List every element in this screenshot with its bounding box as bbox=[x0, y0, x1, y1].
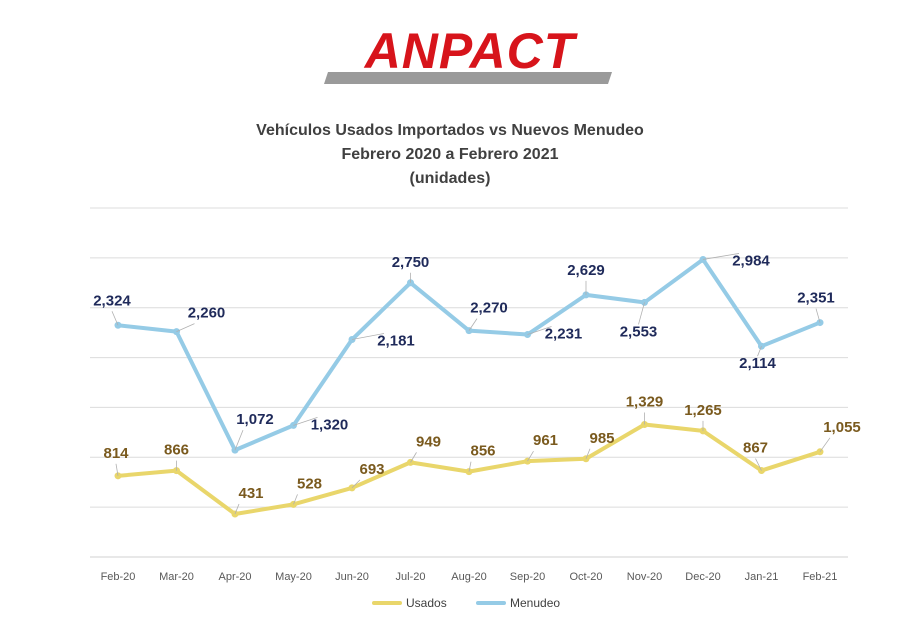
legend-item-usados: Usados bbox=[372, 596, 447, 610]
x-tick-label: Nov-20 bbox=[627, 571, 662, 583]
data-label-usados: 528 bbox=[297, 475, 322, 492]
chart-title-line-2: Febrero 2020 a Febrero 2021 bbox=[341, 146, 559, 163]
leader-line bbox=[702, 253, 740, 260]
leader-line bbox=[468, 318, 478, 331]
data-label-usados: 867 bbox=[743, 440, 768, 457]
x-tick-label: Feb-21 bbox=[803, 571, 838, 583]
x-tick-label: Aug-20 bbox=[451, 571, 486, 583]
data-label-menudeo: 2,629 bbox=[567, 262, 605, 279]
legend-label-usados: Usados bbox=[406, 596, 447, 610]
data-label-menudeo: 2,984 bbox=[732, 252, 770, 269]
data-label-usados: 1,265 bbox=[684, 402, 722, 419]
logo-wordmark: ANPACT bbox=[363, 23, 579, 79]
leader-line bbox=[293, 494, 298, 505]
leader-line bbox=[176, 323, 195, 333]
data-label-menudeo: 2,181 bbox=[377, 333, 415, 350]
x-tick-label: Mar-20 bbox=[159, 571, 194, 583]
data-label-menudeo: 2,324 bbox=[93, 292, 131, 309]
leader-line bbox=[468, 461, 472, 472]
data-label-usados: 985 bbox=[589, 430, 614, 447]
legend-item-menudeo: Menudeo bbox=[476, 596, 560, 610]
leader-line bbox=[755, 458, 762, 471]
data-label-menudeo: 2,114 bbox=[739, 355, 776, 372]
x-tick-label: Jun-20 bbox=[335, 571, 369, 583]
leader-line bbox=[410, 452, 417, 463]
leader-line bbox=[115, 463, 119, 476]
chart-title-line-3: (unidades) bbox=[409, 170, 491, 187]
leader-line bbox=[815, 308, 821, 323]
leader-line bbox=[819, 437, 831, 453]
logo-underline bbox=[324, 72, 612, 84]
x-tick-label: Oct-20 bbox=[569, 571, 602, 583]
x-tick-label: Jul-20 bbox=[396, 571, 426, 583]
x-tick-label: Apr-20 bbox=[218, 571, 251, 583]
data-label-usados: 1,055 bbox=[823, 419, 861, 436]
x-tick-label: Sep-20 bbox=[510, 571, 545, 583]
legend-label-menudeo: Menudeo bbox=[510, 596, 561, 610]
x-tick-label: Jan-21 bbox=[745, 571, 779, 583]
leader-line bbox=[234, 429, 244, 451]
leader-line bbox=[638, 302, 645, 325]
leader-line bbox=[111, 311, 119, 326]
x-tick-label: May-20 bbox=[275, 571, 312, 583]
data-label-menudeo: 1,320 bbox=[311, 416, 349, 433]
data-label-menudeo: 2,750 bbox=[392, 254, 430, 271]
leader-line bbox=[585, 448, 591, 459]
data-label-usados: 1,329 bbox=[626, 393, 664, 410]
data-label-menudeo: 1,072 bbox=[236, 411, 274, 428]
x-tick-label: Dec-20 bbox=[685, 571, 720, 583]
data-label-usados: 856 bbox=[470, 443, 495, 460]
leader-line bbox=[527, 450, 534, 462]
data-label-menudeo: 2,260 bbox=[188, 305, 226, 322]
data-label-usados: 814 bbox=[103, 445, 129, 462]
leader-line bbox=[351, 479, 361, 489]
data-label-usados: 693 bbox=[359, 461, 384, 478]
data-label-usados: 961 bbox=[533, 432, 558, 449]
series-line-menudeo bbox=[116, 257, 822, 453]
chart-title-line-1: Vehículos Usados Importados vs Nuevos Me… bbox=[256, 122, 644, 139]
data-label-usados: 866 bbox=[164, 442, 189, 459]
data-label-usados: 431 bbox=[238, 485, 263, 502]
data-label-usados: 949 bbox=[416, 433, 441, 450]
legend-swatch-menudeo bbox=[476, 601, 506, 605]
data-label-menudeo: 2,231 bbox=[545, 326, 583, 343]
leader-line bbox=[293, 416, 318, 426]
leader-line bbox=[527, 326, 552, 335]
anpact-logo: ANPACT bbox=[324, 23, 612, 84]
x-tick-label: Feb-20 bbox=[101, 571, 136, 583]
data-label-menudeo: 2,351 bbox=[797, 290, 835, 307]
data-label-menudeo: 2,553 bbox=[620, 323, 658, 340]
data-label-menudeo: 2,270 bbox=[470, 300, 508, 317]
leader-line bbox=[351, 333, 385, 340]
legend-swatch-usados bbox=[372, 601, 402, 605]
leader-line bbox=[234, 503, 240, 515]
leader-line bbox=[757, 346, 762, 357]
